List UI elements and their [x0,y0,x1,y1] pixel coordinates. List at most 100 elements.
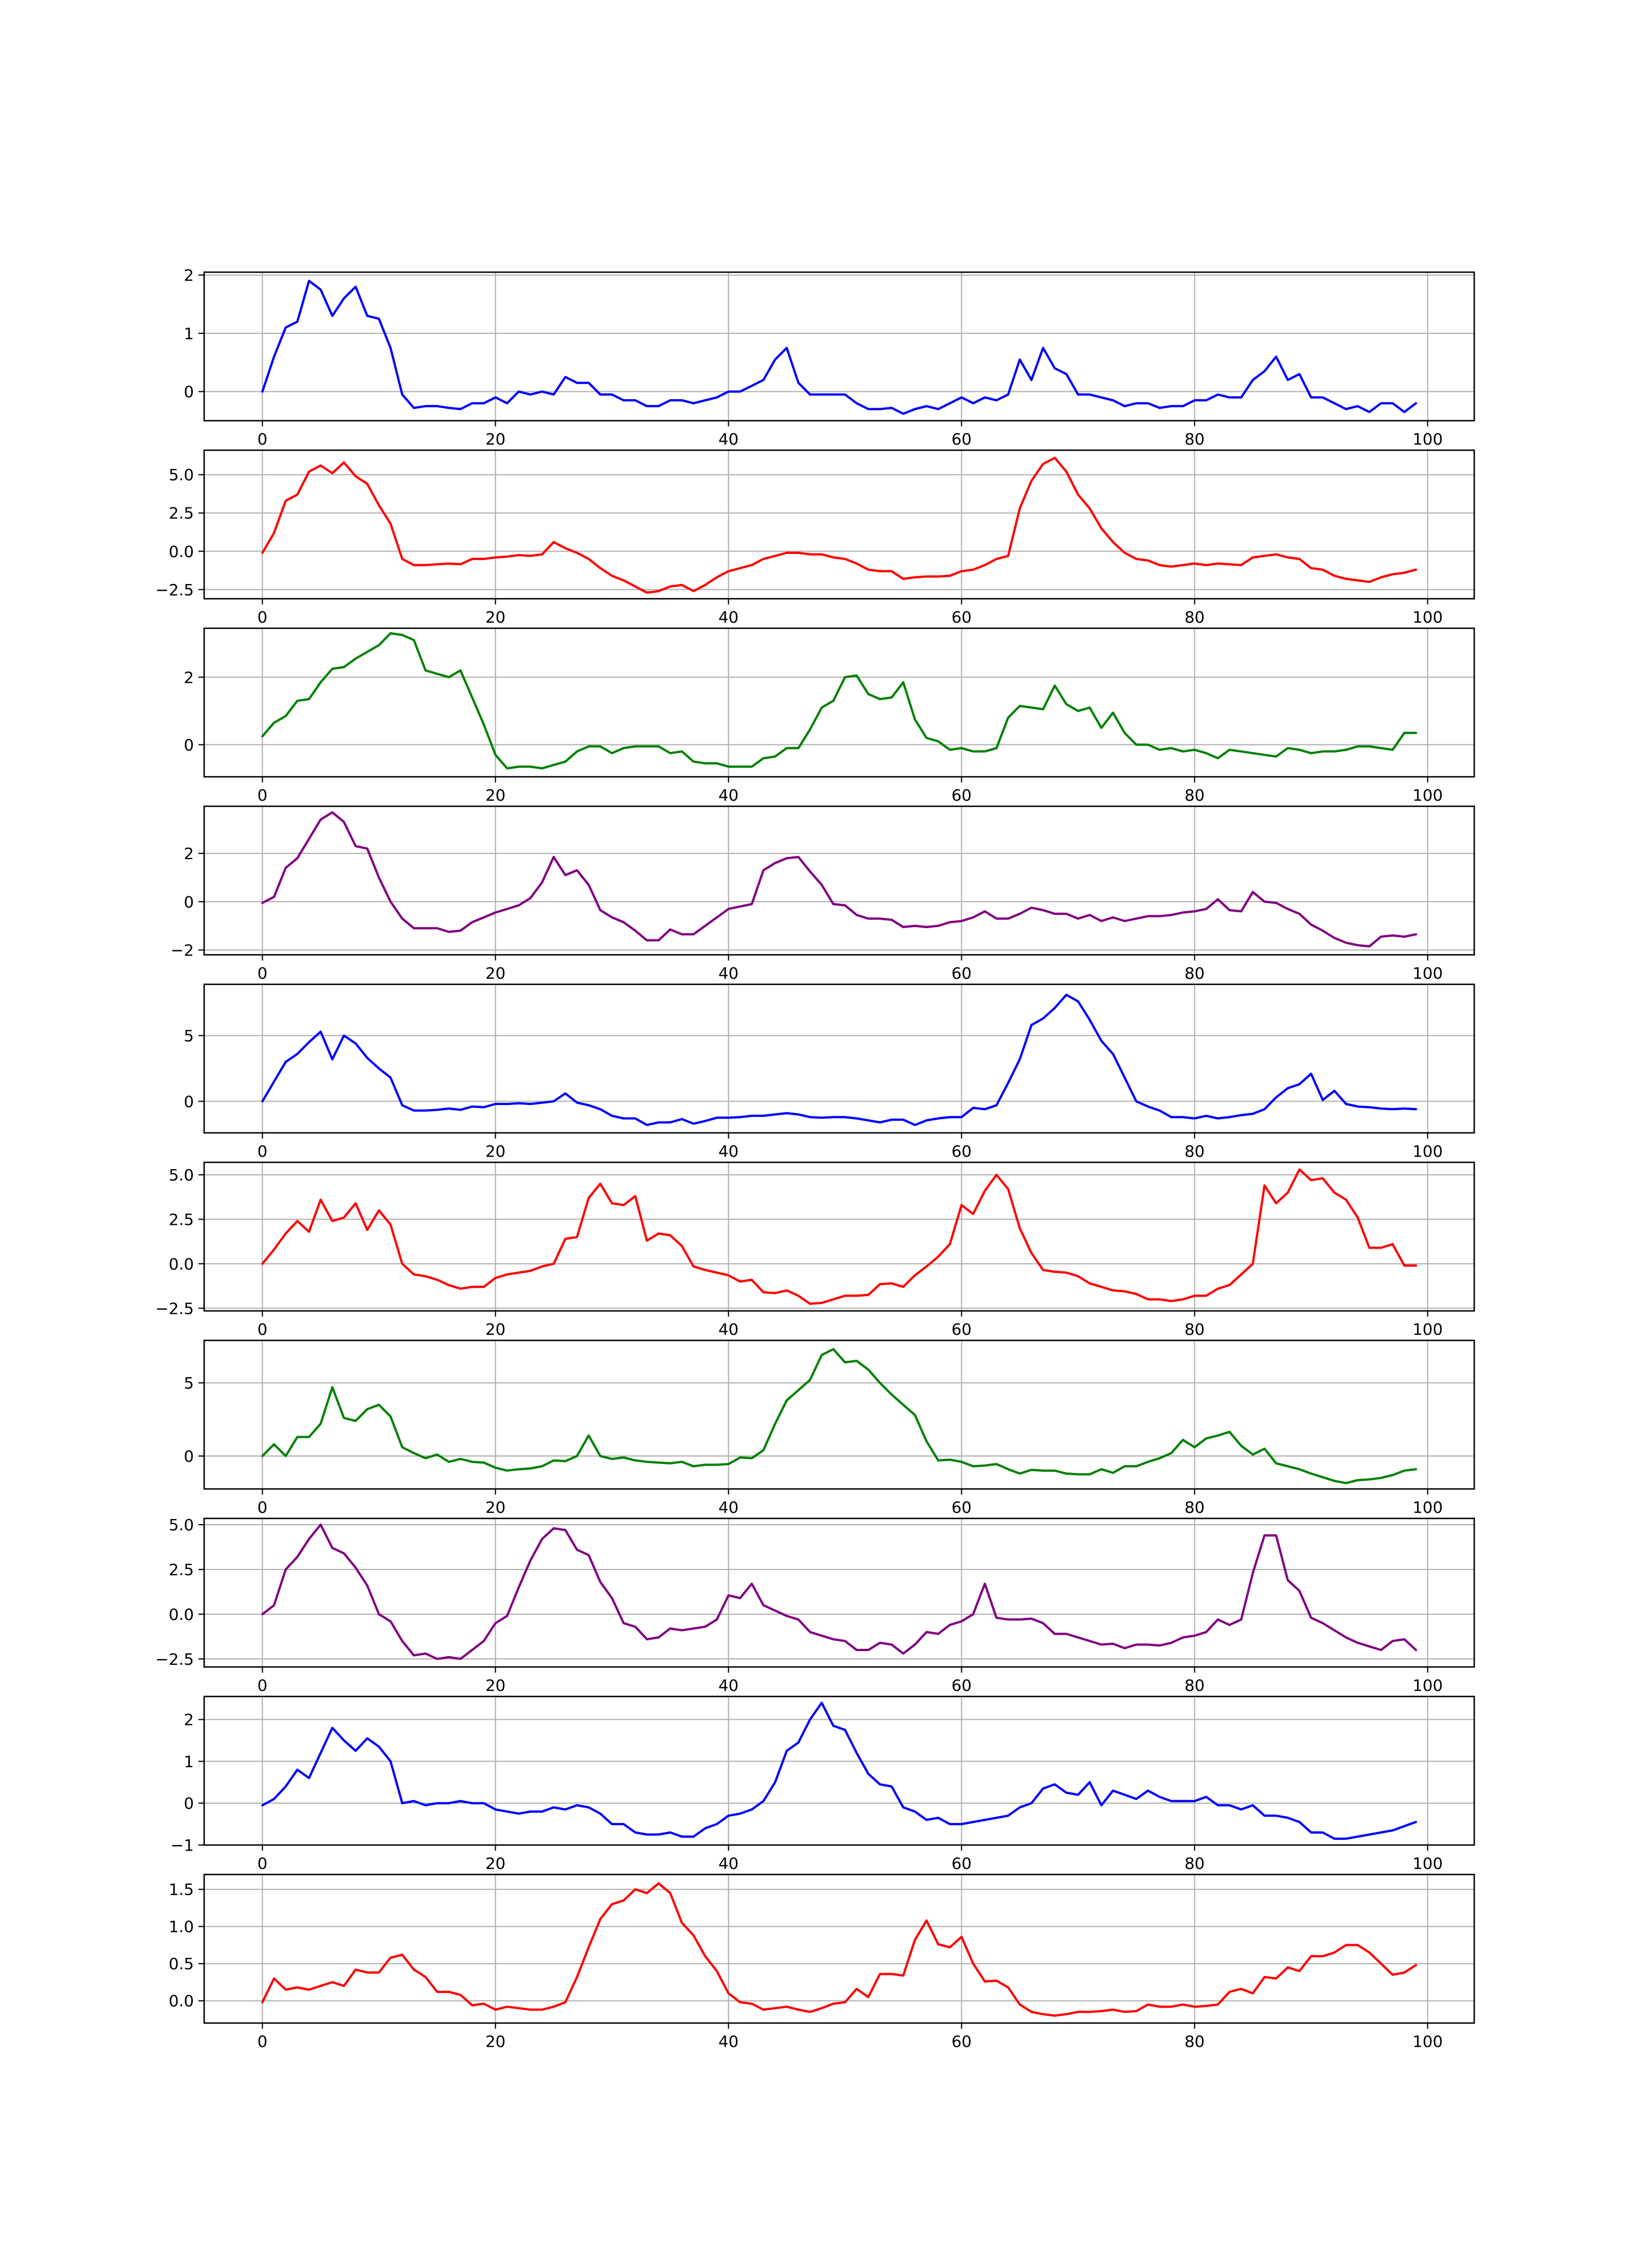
x-tick-label: 80 [1184,608,1205,627]
x-tick-label: 80 [1184,1320,1205,1339]
y-tick-label: 2.5 [168,504,194,523]
axes-frame [203,1873,1475,2024]
series-line [261,993,1418,1127]
series-line [261,1882,1418,2017]
axes-frame [203,805,1475,956]
x-tick-label: 100 [1412,964,1442,983]
x-tick-label: 60 [951,1676,972,1695]
axes-frame [203,1339,1475,1490]
x-tick-label: 20 [485,430,506,448]
y-tick-label: 1 [184,1752,194,1771]
y-tick-label: 2 [184,668,194,687]
x-tick-label: 20 [485,1498,506,1517]
y-tick-label: 0.0 [168,1255,194,1273]
x-tick-label: 100 [1412,430,1442,448]
x-tick-label: 100 [1412,786,1442,805]
y-tick-label: 0 [184,892,194,911]
x-tick-label: 0 [257,786,268,805]
y-tick-label: 2.5 [168,1560,194,1579]
subplot-1: 0 20 40 60 80 100 0 1 2 [184,266,1475,448]
subplot-6: 0 20 40 60 80 100 −2.5 0.0 2.5 5.0 [155,1161,1475,1339]
subplot-4: 0 20 40 60 80 100 −2 0 2 [171,805,1475,983]
y-tick-label: −1 [171,1836,194,1855]
axes-frame [203,1695,1475,1846]
x-tick-label: 60 [951,430,972,448]
series-line [261,1168,1418,1305]
x-tick-label: 40 [718,1320,739,1339]
x-tick-label: 0 [257,1320,268,1339]
y-tick-label: 0.0 [168,1992,194,2011]
x-tick-label: 100 [1412,1142,1442,1161]
series-line [261,1348,1418,1484]
y-tick-label: 0 [184,1447,194,1466]
x-tick-label: 40 [718,1498,739,1517]
x-tick-label: 100 [1412,1676,1442,1695]
x-tick-label: 80 [1184,786,1205,805]
x-tick-label: 60 [951,786,972,805]
x-tick-label: 80 [1184,964,1205,983]
y-tick-label: 5 [184,1026,194,1045]
x-tick-label: 0 [257,1142,268,1161]
x-tick-label: 100 [1412,1498,1442,1517]
x-tick-label: 80 [1184,1676,1205,1695]
x-tick-label: 0 [257,2032,268,2051]
y-tick-label: 5 [184,1374,194,1393]
x-tick-label: 100 [1412,1854,1442,1873]
x-tick-label: 40 [718,1142,739,1161]
series-line [261,280,1418,415]
axes-frame [203,627,1475,778]
y-tick-label: 0 [184,1092,194,1111]
x-tick-label: 40 [718,964,739,983]
x-tick-label: 60 [951,2032,972,2051]
y-tick-label: 0 [184,735,194,754]
y-tick-label: 5.0 [168,1166,194,1184]
x-tick-label: 80 [1184,1142,1205,1161]
axes-frame [203,1517,1475,1668]
x-tick-label: 40 [718,430,739,448]
y-tick-label: 2 [184,844,194,863]
y-tick-label: 1 [184,324,194,343]
x-tick-label: 20 [485,608,506,627]
series-line [261,1524,1418,1660]
x-tick-label: 60 [951,964,972,983]
y-tick-label: 1.5 [168,1880,194,1899]
x-tick-label: 40 [718,1676,739,1695]
subplot-5: 0 20 40 60 80 100 0 5 [184,983,1475,1161]
subplot-2: 0 20 40 60 80 100 −2.5 0.0 2.5 5.0 [155,449,1475,627]
x-tick-label: 20 [485,1320,506,1339]
series-line [261,632,1418,770]
y-tick-label: 2 [184,1711,194,1729]
x-tick-label: 80 [1184,2032,1205,2051]
x-tick-label: 100 [1412,2032,1442,2051]
x-tick-label: 20 [485,1854,506,1873]
x-tick-label: 100 [1412,1320,1442,1339]
x-tick-label: 20 [485,2032,506,2051]
y-tick-label: 5.0 [168,1516,194,1534]
x-tick-label: 60 [951,1320,972,1339]
subplot-9: 0 20 40 60 80 100 −1 0 1 2 [171,1695,1475,1873]
x-tick-label: 20 [485,786,506,805]
y-tick-label: 0 [184,383,194,401]
axes-frame [203,271,1475,422]
x-tick-label: 80 [1184,430,1205,448]
series-line [261,811,1418,948]
y-tick-label: −2.5 [155,1650,194,1669]
x-tick-label: 40 [718,1854,739,1873]
y-tick-label: 0.0 [168,1605,194,1624]
subplot-7: 0 20 40 60 80 100 0 5 [184,1339,1475,1517]
y-tick-label: −2 [171,941,194,959]
x-tick-label: 0 [257,1676,268,1695]
x-tick-label: 0 [257,1498,268,1517]
x-tick-label: 60 [951,608,972,627]
x-tick-label: 20 [485,964,506,983]
x-tick-label: 60 [951,1498,972,1517]
axes-frame [203,1161,1475,1312]
subplot-3: 0 20 40 60 80 100 0 2 [184,627,1475,805]
y-tick-label: −2.5 [155,1299,194,1318]
x-tick-label: 40 [718,2032,739,2051]
series-line [261,1702,1418,1840]
y-tick-label: 2.5 [168,1210,194,1229]
